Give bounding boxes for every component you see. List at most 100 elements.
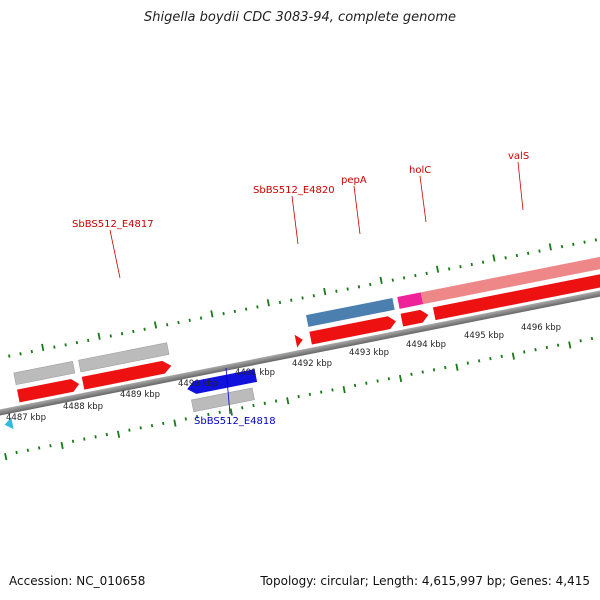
minor-tick bbox=[515, 253, 519, 258]
minor-tick bbox=[523, 350, 526, 354]
minor-tick bbox=[526, 251, 530, 255]
gene-label-sbbs512-e4817[interactable]: SbBS512_E4817 bbox=[72, 219, 154, 230]
cds-arrow-holC[interactable] bbox=[400, 308, 430, 327]
minor-tick bbox=[489, 356, 492, 361]
minor-tick bbox=[177, 320, 180, 325]
scale-label: 4495 kbp bbox=[464, 331, 504, 341]
minor-tick bbox=[132, 329, 135, 334]
minor-tick bbox=[590, 336, 594, 341]
gene-bar-valS[interactable] bbox=[420, 249, 600, 305]
minor-tick bbox=[128, 428, 131, 432]
minor-tick bbox=[331, 388, 334, 392]
minor-tick bbox=[49, 444, 52, 448]
cds-arrow-1[interactable] bbox=[17, 378, 80, 403]
minor-tick bbox=[477, 359, 481, 363]
minor-tick bbox=[188, 318, 191, 322]
minor-tick bbox=[556, 343, 560, 347]
cds-arrow-small[interactable] bbox=[294, 333, 304, 348]
genome-backbone bbox=[0, 276, 600, 419]
minor-tick bbox=[500, 354, 503, 359]
minor-tick bbox=[425, 271, 428, 276]
gene-bar-pepA[interactable] bbox=[306, 298, 395, 327]
minor-tick bbox=[391, 278, 394, 282]
major-tick bbox=[379, 276, 383, 284]
gene-bar-holC[interactable] bbox=[397, 292, 424, 309]
minor-tick bbox=[312, 294, 316, 298]
accession-text: Accession: NC_010658 bbox=[9, 574, 146, 588]
minor-tick bbox=[365, 381, 368, 385]
minor-tick bbox=[105, 432, 109, 437]
cds-arrow-valS[interactable] bbox=[432, 266, 600, 321]
gene-label-valS[interactable]: valS bbox=[508, 151, 529, 162]
minor-tick bbox=[444, 365, 447, 370]
minor-tick bbox=[466, 361, 470, 365]
minor-tick bbox=[75, 340, 79, 345]
gene-gray-1[interactable] bbox=[13, 361, 76, 386]
gene-gray-sbbs512-e4818[interactable] bbox=[191, 387, 255, 413]
minor-tick bbox=[143, 327, 146, 331]
minor-tick bbox=[402, 276, 406, 280]
minor-tick bbox=[301, 296, 304, 300]
gene-label-holC[interactable]: holC bbox=[409, 165, 431, 176]
scale-label: 4493 kbp bbox=[349, 348, 389, 358]
major-tick bbox=[173, 419, 177, 427]
minor-tick bbox=[207, 412, 210, 417]
gene-label-pepA[interactable]: pepA bbox=[341, 175, 367, 186]
minor-tick bbox=[233, 309, 237, 314]
minor-tick bbox=[244, 307, 248, 311]
minor-tick bbox=[572, 242, 575, 247]
cds-arrow-pepA[interactable] bbox=[309, 315, 397, 345]
outer-tick-row bbox=[8, 238, 598, 358]
minor-tick bbox=[71, 439, 75, 443]
major-tick bbox=[568, 341, 572, 349]
cds-arrow-sbbs512-e4817[interactable] bbox=[81, 359, 173, 390]
minor-tick bbox=[256, 305, 259, 309]
major-tick bbox=[455, 363, 459, 371]
minor-tick bbox=[15, 450, 18, 455]
minor-tick bbox=[166, 323, 169, 327]
cds-arrow-cyan[interactable] bbox=[3, 417, 14, 430]
major-tick bbox=[323, 287, 327, 296]
minor-tick bbox=[241, 406, 244, 410]
minor-tick bbox=[184, 417, 188, 421]
minor-tick bbox=[504, 256, 507, 260]
minor-tick bbox=[297, 394, 300, 399]
scale-label: 4487 kbp bbox=[6, 413, 46, 423]
minor-tick bbox=[470, 262, 473, 267]
minor-tick bbox=[53, 345, 56, 349]
minor-tick bbox=[357, 285, 361, 289]
minor-tick bbox=[278, 300, 282, 305]
minor-tick bbox=[534, 348, 537, 352]
major-tick bbox=[398, 374, 403, 383]
scale-label: 4494 kbp bbox=[406, 340, 446, 350]
minor-tick bbox=[387, 377, 391, 381]
major-tick bbox=[60, 441, 64, 450]
inner-tick-row bbox=[4, 336, 594, 461]
major-tick bbox=[229, 408, 233, 416]
minor-tick bbox=[560, 244, 564, 249]
minor-tick bbox=[139, 426, 142, 430]
gene-gray-2[interactable] bbox=[78, 342, 170, 373]
minor-tick bbox=[594, 238, 598, 242]
gene-label-sbbs512-e4818[interactable]: SbBS512_E4818 bbox=[194, 416, 276, 427]
major-tick bbox=[342, 386, 346, 394]
minor-tick bbox=[150, 423, 154, 428]
map-title: Shigella boydii CDC 3083-94, complete ge… bbox=[143, 10, 457, 25]
genome-summary-text: Topology: circular; Length: 4,615,997 bp… bbox=[260, 574, 590, 588]
minor-tick bbox=[87, 338, 90, 343]
minor-tick bbox=[109, 334, 112, 338]
minor-tick bbox=[38, 446, 41, 450]
minor-tick bbox=[538, 249, 541, 253]
scale-label: 4488 kbp bbox=[63, 402, 103, 412]
minor-tick bbox=[369, 282, 372, 287]
minor-tick bbox=[8, 354, 11, 358]
minor-tick bbox=[290, 298, 293, 302]
minor-tick bbox=[376, 379, 379, 383]
major-tick bbox=[97, 332, 101, 340]
major-tick bbox=[4, 453, 8, 461]
major-tick bbox=[266, 299, 270, 307]
cds-arrow-sbbs512-e4818[interactable] bbox=[186, 369, 258, 395]
minor-tick bbox=[195, 415, 199, 419]
gene-label-sbbs512-e4820[interactable]: SbBS512_E4820 bbox=[253, 185, 335, 196]
